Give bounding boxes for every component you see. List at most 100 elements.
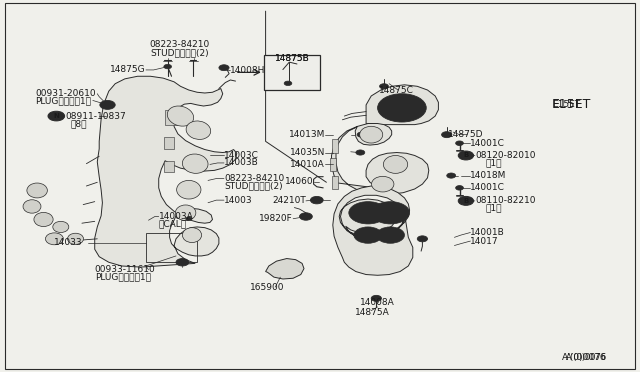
Ellipse shape xyxy=(52,221,69,232)
Bar xyxy=(332,176,338,189)
Text: PLUGプラグ（1）: PLUGプラグ（1） xyxy=(95,273,151,282)
Text: （8）: （8） xyxy=(70,119,87,128)
Circle shape xyxy=(380,84,388,89)
Text: B: B xyxy=(463,153,468,158)
Circle shape xyxy=(442,132,452,138)
Circle shape xyxy=(376,227,404,243)
Circle shape xyxy=(176,259,189,266)
Text: 14033: 14033 xyxy=(54,238,83,247)
Text: A’(0)0076: A’(0)0076 xyxy=(562,353,607,362)
Circle shape xyxy=(356,150,365,155)
Text: B: B xyxy=(463,198,468,204)
Text: 14003A: 14003A xyxy=(159,212,193,221)
Polygon shape xyxy=(366,85,438,125)
Text: 00933-11610: 00933-11610 xyxy=(95,265,156,274)
Circle shape xyxy=(458,151,474,160)
Ellipse shape xyxy=(182,228,202,243)
Text: 14001B: 14001B xyxy=(470,228,505,237)
Circle shape xyxy=(357,132,366,137)
Bar xyxy=(164,161,174,172)
Ellipse shape xyxy=(360,126,383,143)
Text: 19820F: 19820F xyxy=(259,214,293,223)
Circle shape xyxy=(300,213,312,220)
Ellipse shape xyxy=(27,183,47,198)
Text: E15ET: E15ET xyxy=(552,100,580,109)
Circle shape xyxy=(388,100,416,116)
Text: 08120-82010: 08120-82010 xyxy=(475,151,536,160)
Text: 08223-84210: 08223-84210 xyxy=(149,40,209,49)
Text: 14035N: 14035N xyxy=(290,148,325,157)
Text: 14013M: 14013M xyxy=(289,130,325,139)
Ellipse shape xyxy=(182,154,208,173)
Text: 14003: 14003 xyxy=(224,196,253,205)
Text: 08110-82210: 08110-82210 xyxy=(475,196,536,205)
Text: 14875A: 14875A xyxy=(355,308,390,317)
Text: 14875G: 14875G xyxy=(110,65,146,74)
Text: 14003C: 14003C xyxy=(224,151,259,160)
Ellipse shape xyxy=(167,106,194,126)
Text: N: N xyxy=(53,113,60,119)
Ellipse shape xyxy=(371,176,394,192)
Circle shape xyxy=(456,186,463,190)
Text: （1）: （1） xyxy=(485,204,502,213)
Circle shape xyxy=(186,217,192,221)
Text: 14017: 14017 xyxy=(470,237,499,246)
Text: 08911-10837: 08911-10837 xyxy=(65,112,126,121)
Circle shape xyxy=(164,64,172,69)
Polygon shape xyxy=(16,175,148,265)
Circle shape xyxy=(447,173,456,178)
Bar xyxy=(165,110,177,125)
Bar xyxy=(264,55,320,90)
Circle shape xyxy=(458,196,474,205)
Ellipse shape xyxy=(23,200,41,213)
Circle shape xyxy=(349,202,387,224)
Ellipse shape xyxy=(177,180,201,199)
Text: 14010A: 14010A xyxy=(291,160,325,169)
Text: 14875B: 14875B xyxy=(275,54,310,63)
Text: （CAL）: （CAL） xyxy=(159,219,187,228)
Text: 00931-20610: 00931-20610 xyxy=(35,89,96,98)
Text: 24210T: 24210T xyxy=(272,196,306,205)
Circle shape xyxy=(284,81,292,86)
Text: 14008A: 14008A xyxy=(360,298,394,307)
Polygon shape xyxy=(266,259,304,279)
Circle shape xyxy=(310,196,323,204)
Ellipse shape xyxy=(68,233,83,244)
Polygon shape xyxy=(333,186,413,275)
Text: 14008H: 14008H xyxy=(230,66,266,75)
Text: E15ET: E15ET xyxy=(552,99,591,111)
Text: 14060: 14060 xyxy=(285,177,314,186)
Circle shape xyxy=(456,141,463,145)
Text: PLUGプラグ（1）: PLUGプラグ（1） xyxy=(35,97,92,106)
Ellipse shape xyxy=(383,155,408,173)
Text: 14003B: 14003B xyxy=(224,158,259,167)
Circle shape xyxy=(48,111,65,121)
Ellipse shape xyxy=(45,233,63,245)
Text: 14018M: 14018M xyxy=(470,171,507,180)
Text: 14875C: 14875C xyxy=(379,86,413,94)
Ellipse shape xyxy=(186,121,211,140)
Ellipse shape xyxy=(175,205,196,221)
Text: 165900: 165900 xyxy=(250,283,284,292)
Circle shape xyxy=(378,94,426,122)
Polygon shape xyxy=(95,76,237,267)
Bar xyxy=(330,158,336,171)
Text: 08223-84210: 08223-84210 xyxy=(224,174,284,183)
Text: 14001C: 14001C xyxy=(470,183,505,192)
Circle shape xyxy=(100,100,115,109)
Circle shape xyxy=(354,227,382,243)
Text: 14001C: 14001C xyxy=(470,139,505,148)
Text: STUDスタッド(2): STUDスタッド(2) xyxy=(224,182,283,190)
Text: 14875B: 14875B xyxy=(275,54,309,63)
Text: STUDスタッド(2): STUDスタッド(2) xyxy=(150,48,209,57)
Circle shape xyxy=(219,65,229,71)
Ellipse shape xyxy=(34,212,53,227)
Circle shape xyxy=(417,236,428,242)
Text: 14875D: 14875D xyxy=(448,130,483,139)
Bar xyxy=(332,139,338,153)
Bar xyxy=(164,137,174,149)
Bar xyxy=(146,232,197,262)
Text: （1）: （1） xyxy=(485,158,502,167)
Polygon shape xyxy=(332,124,429,194)
Circle shape xyxy=(371,295,381,301)
